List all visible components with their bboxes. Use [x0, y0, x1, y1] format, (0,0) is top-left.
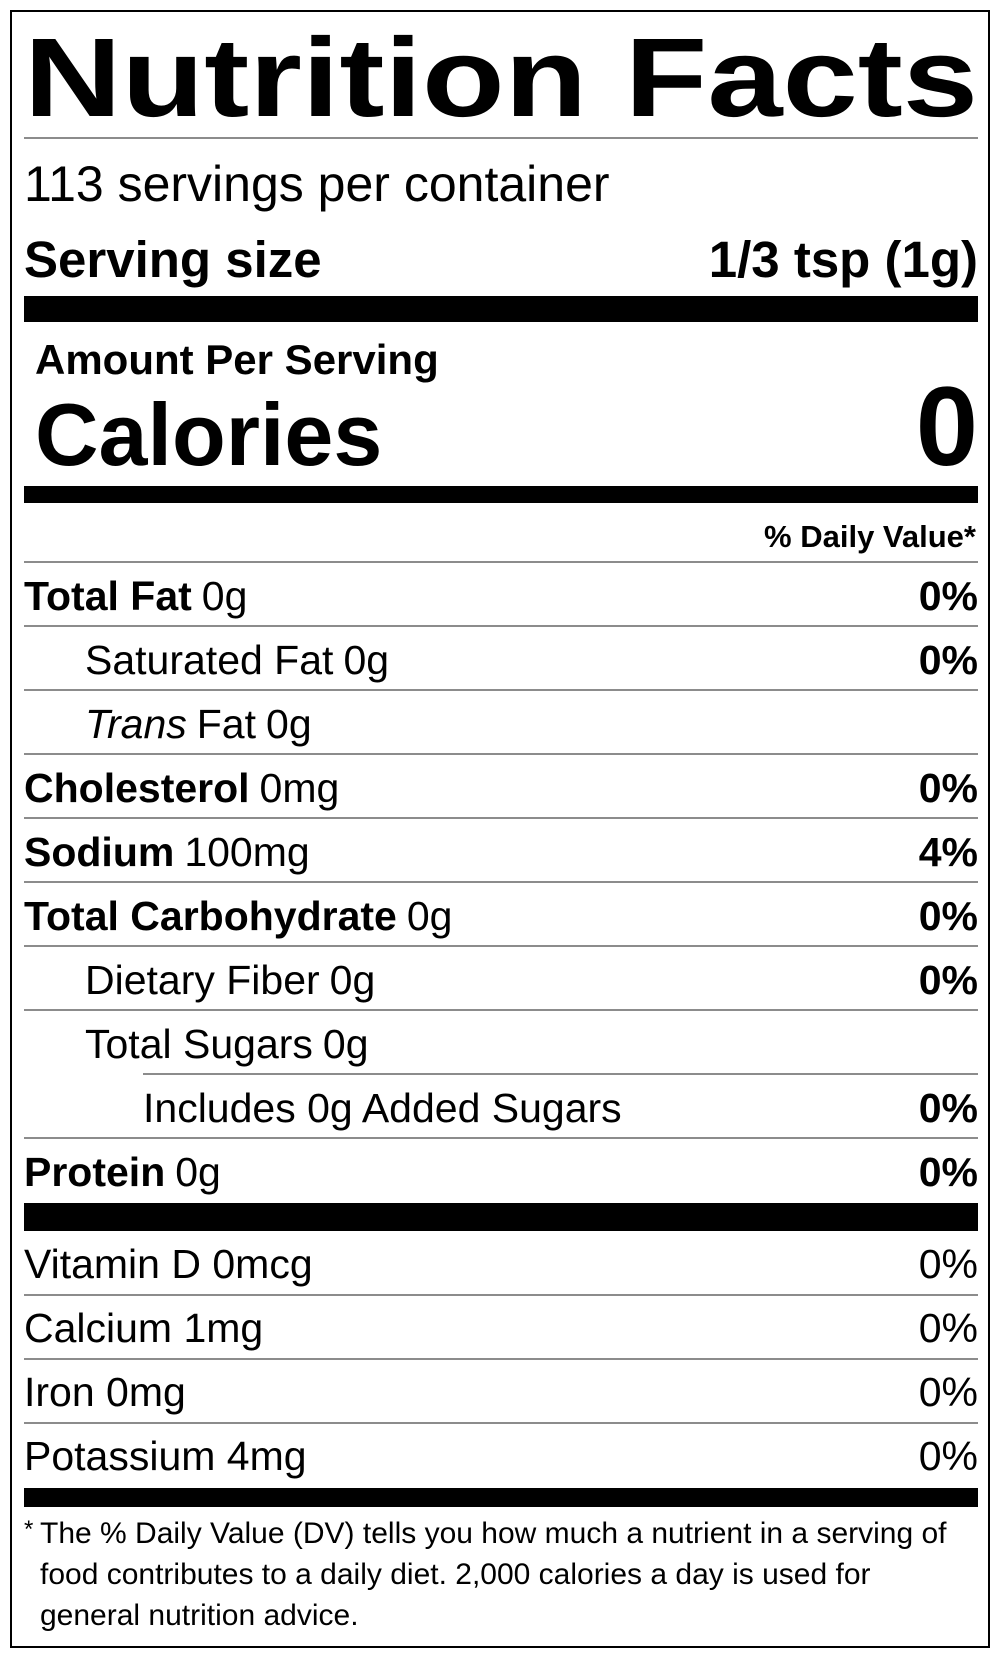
nutrient-amount: 0g: [330, 957, 376, 1003]
vitamin-name: Potassium 4mg: [24, 1433, 307, 1479]
nutrient-name: Protein: [24, 1149, 165, 1195]
calories-label: Calories: [35, 385, 382, 484]
calories-value: 0: [916, 364, 978, 489]
nutrient-line: Cholesterol 0mg: [24, 765, 339, 811]
servings: 113 servings per container: [24, 156, 610, 212]
daily-value: 4%: [919, 829, 978, 875]
vitamin-name: Calcium 1mg: [24, 1305, 263, 1351]
footnote-text: The % Daily Value (DV) tells you how muc…: [40, 1517, 947, 1632]
nutrient-line: Saturated Fat 0g: [85, 637, 389, 683]
medium-bar: [24, 1488, 978, 1507]
nutrient-name: Sodium: [24, 829, 174, 875]
nutrient-name: Total Carbohydrate: [24, 893, 397, 939]
daily-value: 0%: [919, 957, 978, 1003]
vitamin-daily-value: 0%: [919, 1369, 978, 1415]
title: Nutrition Facts: [24, 15, 978, 140]
nutrient-line: Trans Fat 0g: [85, 701, 312, 747]
thick-bar: [24, 296, 978, 322]
nutrient-amount: 0g: [323, 1021, 369, 1067]
vitamin-name: Vitamin D 0mcg: [24, 1241, 313, 1287]
nutrient-line: Protein 0g: [24, 1149, 221, 1195]
daily-value: 0%: [919, 1085, 978, 1131]
nutrient-line: Total Sugars 0g: [85, 1021, 369, 1067]
nutrient-name: Dietary Fiber: [85, 957, 320, 1003]
nutrient-name: Fat: [197, 701, 257, 747]
nutrient-line: Sodium 100mg: [24, 829, 310, 875]
nutrient-amount: 0g: [202, 573, 248, 619]
nutrient-line: Dietary Fiber 0g: [85, 957, 375, 1003]
vitamin-daily-value: 0%: [919, 1433, 978, 1479]
nutrient-name: Cholesterol: [24, 765, 250, 811]
nutrient-amount: 0g: [343, 637, 389, 683]
vitamin-name: Iron 0mg: [24, 1369, 186, 1415]
nutrient-name: Saturated Fat: [85, 637, 334, 683]
serving-size-value: 1/3 tsp (1g): [709, 231, 978, 288]
footnote: * The % Daily Value (DV) tells you how m…: [24, 1513, 974, 1636]
thick-bar: [24, 1203, 978, 1231]
medium-bar: [24, 486, 978, 503]
nutrient-amount: 0g: [175, 1149, 221, 1195]
nutrient-amount: 100mg: [184, 829, 309, 875]
vitamin-daily-value: 0%: [919, 1241, 978, 1287]
footnote-marker: *: [24, 1516, 34, 1543]
serving-size-label: Serving size: [24, 231, 322, 288]
border: [10, 10, 990, 1648]
daily-value: 0%: [919, 893, 978, 939]
daily-value: 0%: [919, 765, 978, 811]
nutrient-line: Includes 0g Added Sugars: [143, 1085, 622, 1131]
daily-value: 0%: [919, 1149, 978, 1195]
daily-value-header: % Daily Value*: [764, 519, 977, 554]
nutrient-amount: 0g: [407, 893, 453, 939]
nutrient-name-italic: Trans: [85, 701, 187, 747]
nutrient-amount: 0g: [266, 701, 312, 747]
nutrient-amount: 0mg: [260, 765, 340, 811]
daily-value: 0%: [919, 637, 978, 683]
amount-per-serving: Amount Per Serving: [35, 336, 439, 383]
nutrient-name: Total Sugars: [85, 1021, 313, 1067]
nutrient-line: Total Carbohydrate 0g: [24, 893, 452, 939]
vitamin-daily-value: 0%: [919, 1305, 978, 1351]
nutrient-name: Includes 0g Added Sugars: [143, 1085, 622, 1131]
daily-value: 0%: [919, 573, 978, 619]
nutrient-name: Total Fat: [24, 573, 192, 619]
nutrient-line: Total Fat 0g: [24, 573, 247, 619]
